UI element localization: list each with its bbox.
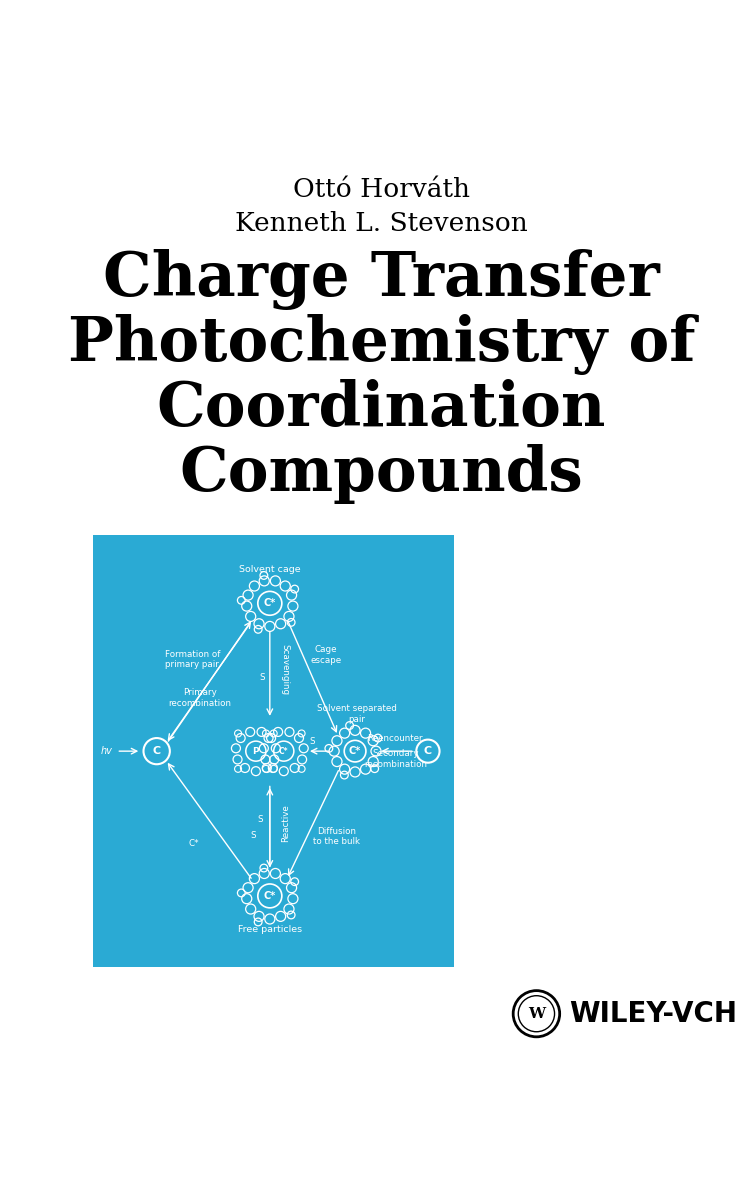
Text: Kenneth L. Stevenson: Kenneth L. Stevenson — [235, 211, 527, 236]
Text: Cage
escape: Cage escape — [310, 645, 341, 664]
Text: P: P — [253, 747, 259, 755]
Text: Reactive: Reactive — [281, 805, 290, 842]
Text: Diffusion
to the bulk: Diffusion to the bulk — [313, 826, 360, 847]
Text: Solvent cage: Solvent cage — [239, 565, 301, 574]
Text: Coordination: Coordination — [156, 379, 606, 439]
Text: C*: C* — [264, 890, 276, 901]
Text: C: C — [424, 746, 432, 757]
Text: C*: C* — [264, 598, 276, 609]
Text: Free particles: Free particles — [238, 925, 302, 934]
Text: C*: C* — [279, 747, 288, 755]
Text: Ottó Horváth: Ottó Horváth — [293, 178, 470, 202]
Text: S: S — [257, 815, 262, 824]
Text: W: W — [528, 1006, 545, 1021]
Text: Photochemistry of: Photochemistry of — [68, 314, 695, 375]
Text: hv: hv — [101, 746, 112, 757]
Text: WILEY-VCH: WILEY-VCH — [569, 999, 737, 1028]
Text: C*: C* — [188, 839, 199, 848]
Text: S: S — [310, 738, 315, 746]
Bar — [93, 535, 454, 967]
Text: Solvent separated
pair: Solvent separated pair — [317, 704, 396, 723]
Text: Reencounter: Reencounter — [367, 734, 423, 742]
Text: Secondary
recombination: Secondary recombination — [364, 749, 427, 768]
Text: C*: C* — [349, 746, 361, 757]
Text: C: C — [153, 746, 161, 757]
Text: Scavenging: Scavenging — [281, 644, 290, 695]
Text: Compounds: Compounds — [180, 444, 583, 504]
Text: Primary
recombination: Primary recombination — [168, 688, 232, 708]
Text: S: S — [250, 831, 256, 839]
Text: Formation of
primary pair: Formation of primary pair — [165, 650, 220, 669]
Text: Charge Transfer: Charge Transfer — [103, 250, 660, 310]
Text: S: S — [259, 673, 265, 682]
